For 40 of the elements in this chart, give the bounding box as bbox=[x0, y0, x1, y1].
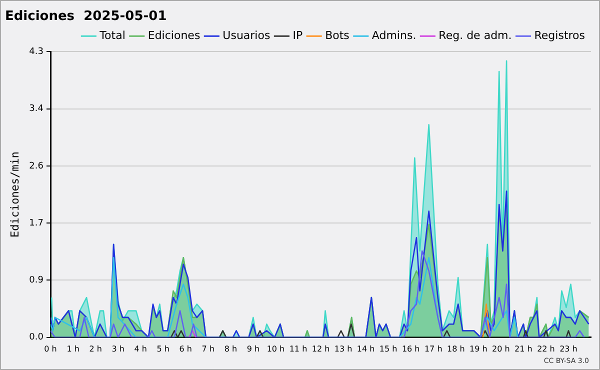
x-tick-label: 6 h bbox=[179, 344, 192, 354]
x-tick-label: 5 h bbox=[156, 344, 170, 354]
legend-label: IP bbox=[292, 28, 303, 42]
legend-label: Reg. de adm. bbox=[438, 28, 512, 42]
x-tick-label: 8 h bbox=[224, 344, 238, 354]
y-tick-label: 0.9 bbox=[29, 276, 44, 286]
y-tick-label: 3.4 bbox=[29, 104, 44, 114]
x-tick-label: 11 h bbox=[289, 344, 308, 354]
x-tick-label: 7 h bbox=[202, 344, 215, 354]
y-tick-label: 0.0 bbox=[29, 332, 44, 343]
y-tick-label: 2.6 bbox=[29, 161, 44, 172]
y-tick-label: 1.7 bbox=[29, 218, 44, 228]
x-tick-label: 10 h bbox=[266, 344, 285, 354]
x-tick-label: 15 h bbox=[379, 344, 398, 354]
x-tick-label: 1 h bbox=[66, 344, 80, 354]
x-tick-label: 18 h bbox=[446, 344, 465, 354]
legend-label: Bots bbox=[325, 28, 350, 42]
x-tick-label: 23 h bbox=[560, 344, 578, 354]
y-axis-title: Ediciones/min bbox=[8, 151, 22, 238]
x-tick-label: 3 h bbox=[112, 344, 124, 354]
x-tick-label: 19 h bbox=[470, 344, 488, 354]
x-tick-label: 16 h bbox=[402, 344, 420, 354]
legend-label: Ediciones bbox=[148, 28, 200, 42]
x-tick-label: 14 h bbox=[356, 344, 375, 354]
y-tick-label: 4.3 bbox=[29, 46, 44, 57]
x-tick-label: 0 h bbox=[44, 344, 57, 354]
legend-label: Registros bbox=[534, 28, 586, 42]
x-tick-label: 17 h bbox=[424, 344, 442, 354]
x-tick-label: 21 h bbox=[514, 344, 532, 354]
x-tick-label: 4 h bbox=[134, 344, 147, 354]
x-tick-label: 12 h bbox=[312, 344, 330, 354]
legend-label: Admins. bbox=[372, 28, 416, 42]
x-tick-label: 20 h bbox=[492, 344, 510, 354]
x-tick-label: 9 h bbox=[246, 344, 260, 354]
x-tick-label: 2 h bbox=[89, 344, 102, 354]
x-tick-label: 22 h bbox=[537, 344, 555, 354]
legend-label: Usuarios bbox=[222, 28, 270, 42]
chart-title: Ediciones 2025-05-01 bbox=[5, 9, 167, 24]
x-tick-label: 13 h bbox=[334, 344, 352, 354]
legend-label: Total bbox=[98, 28, 126, 42]
